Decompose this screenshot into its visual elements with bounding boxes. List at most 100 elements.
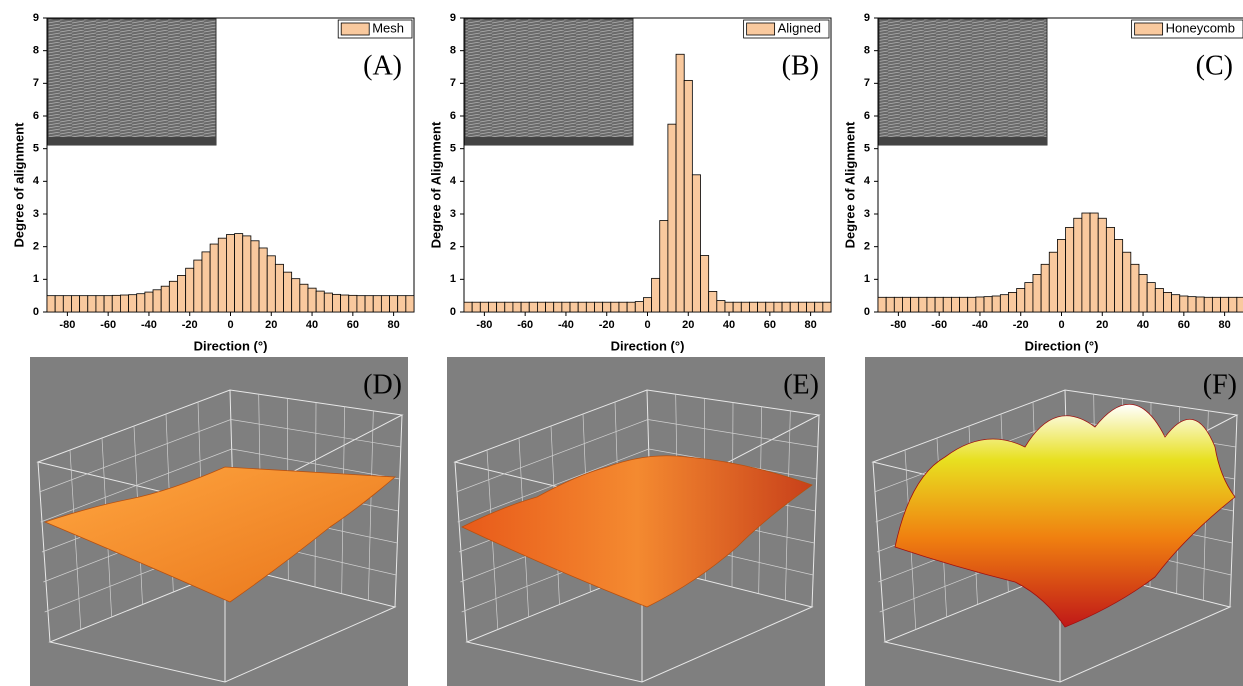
bar xyxy=(984,297,992,312)
bar xyxy=(112,295,120,312)
inset-caption-bar xyxy=(48,137,216,145)
x-tick-label: 0 xyxy=(1058,319,1064,331)
bar xyxy=(104,296,112,312)
legend-label: Mesh xyxy=(372,20,404,35)
bar xyxy=(668,124,676,312)
bar xyxy=(497,302,505,312)
bar xyxy=(373,296,381,312)
legend-swatch xyxy=(747,23,775,35)
bar xyxy=(1066,227,1074,312)
bar xyxy=(390,296,398,312)
bar xyxy=(684,80,692,312)
y-tick-label: 8 xyxy=(450,45,456,57)
x-tick-label: 80 xyxy=(1218,319,1230,331)
y-tick-label: 5 xyxy=(864,143,870,155)
panel-label: (E) xyxy=(783,369,819,400)
bar xyxy=(398,296,406,312)
bar xyxy=(1098,218,1106,312)
legend: Mesh xyxy=(338,20,412,38)
x-tick-label: 40 xyxy=(306,319,318,331)
surface-panel: (D) xyxy=(30,357,408,686)
bar xyxy=(594,302,602,312)
surface-panel: (E) xyxy=(447,357,825,686)
bar xyxy=(324,293,332,312)
bar xyxy=(1196,297,1204,312)
inset-image xyxy=(465,19,633,145)
y-tick-label: 2 xyxy=(33,241,39,253)
bar xyxy=(55,296,63,312)
bar xyxy=(1008,292,1016,312)
bar xyxy=(1221,297,1229,312)
y-tick-label: 3 xyxy=(33,208,39,220)
y-tick-label: 7 xyxy=(864,77,870,89)
bar xyxy=(774,302,782,312)
bar xyxy=(1212,297,1220,312)
bar xyxy=(1049,252,1057,312)
bar xyxy=(63,296,71,312)
y-tick-label: 7 xyxy=(33,77,39,89)
legend: Honeycomb xyxy=(1132,20,1243,38)
bar xyxy=(911,297,919,312)
x-tick-label: -20 xyxy=(599,319,615,331)
bar xyxy=(733,302,741,312)
bar xyxy=(153,290,161,312)
bar xyxy=(1139,274,1147,312)
y-tick-label: 1 xyxy=(864,273,870,285)
bar xyxy=(1074,218,1082,312)
x-tick-label: 60 xyxy=(1178,319,1190,331)
bar xyxy=(47,296,55,312)
y-tick-label: 1 xyxy=(450,273,456,285)
bar xyxy=(635,302,643,312)
y-tick-label: 0 xyxy=(864,306,870,318)
bar xyxy=(381,296,389,312)
bar xyxy=(1025,283,1033,312)
bar xyxy=(807,302,815,312)
figure: 0123456789-80-60-40-20020406080Direction… xyxy=(0,0,1243,686)
y-tick-label: 3 xyxy=(450,208,456,220)
bar xyxy=(546,302,554,312)
bar xyxy=(357,296,365,312)
bar xyxy=(692,175,700,312)
bar xyxy=(1237,297,1243,312)
bar xyxy=(202,252,210,312)
bar xyxy=(1000,295,1008,312)
bar xyxy=(968,297,976,312)
x-tick-label: 0 xyxy=(644,319,650,331)
bar xyxy=(709,291,717,312)
bar xyxy=(1057,239,1065,312)
bar xyxy=(782,302,790,312)
y-tick-label: 0 xyxy=(450,306,456,318)
y-tick-label: 2 xyxy=(864,241,870,253)
panel-label: (A) xyxy=(363,50,402,81)
bar xyxy=(169,281,177,312)
bar xyxy=(902,297,910,312)
bar xyxy=(129,295,137,312)
x-tick-label: -80 xyxy=(476,319,492,331)
x-tick-label: 0 xyxy=(227,319,233,331)
bar xyxy=(725,302,733,312)
bar xyxy=(505,302,513,312)
bar xyxy=(243,236,251,312)
bar xyxy=(676,54,684,312)
bar xyxy=(96,296,104,312)
x-axis-label: Direction (°) xyxy=(194,338,268,353)
bar xyxy=(1180,296,1188,312)
bar xyxy=(717,301,725,312)
bar xyxy=(186,268,194,312)
panel-label: (F) xyxy=(1203,369,1237,400)
bar xyxy=(120,295,128,312)
x-tick-label: -60 xyxy=(517,319,533,331)
y-tick-label: 0 xyxy=(33,306,39,318)
bar xyxy=(611,302,619,312)
bar xyxy=(815,302,823,312)
bar xyxy=(790,302,798,312)
x-tick-label: 20 xyxy=(265,319,277,331)
bar xyxy=(292,279,300,312)
bar xyxy=(1147,283,1155,312)
y-tick-label: 4 xyxy=(33,175,40,187)
bar xyxy=(749,302,757,312)
bar xyxy=(766,302,774,312)
x-axis-label: Direction (°) xyxy=(611,338,685,353)
bar xyxy=(1204,297,1212,312)
x-tick-label: 80 xyxy=(387,319,399,331)
